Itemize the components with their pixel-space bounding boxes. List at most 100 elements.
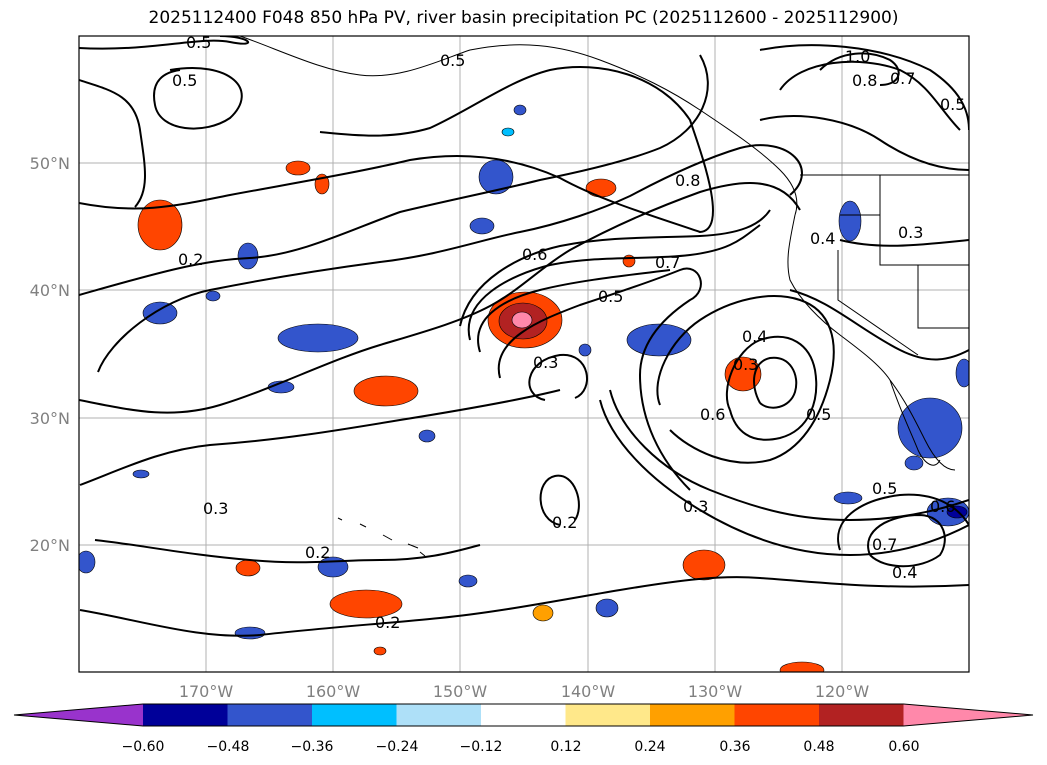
colorbar-tick-label: 0.12 (550, 739, 581, 755)
contour-line (94, 539, 481, 564)
contour-line (779, 60, 961, 131)
precip-blob (137, 199, 183, 251)
contour-labels: 0.5 0.5 0.5 1.0 0.8 0.7 0.5 0.2 0.8 0.6 … (172, 33, 965, 632)
pv-contours (79, 36, 969, 637)
colorbar-tick-label: 0.36 (719, 739, 750, 755)
precip-blob (532, 604, 554, 622)
precip-blob (132, 469, 150, 479)
colorbar-tick-label: −0.24 (376, 739, 419, 755)
colorbar-tick-label: 0.24 (634, 739, 665, 755)
precip-blob (622, 254, 636, 268)
precip-blob (353, 375, 419, 407)
border-states (837, 175, 969, 356)
precip-blob (469, 217, 495, 235)
precip-blob (585, 178, 617, 198)
colorbar-tick-label: −0.48 (207, 739, 250, 755)
contour-label: 0.3 (733, 355, 758, 374)
colorbar-segment (650, 704, 735, 726)
contour-label: 0.6 (522, 245, 547, 264)
contour-label: 0.3 (683, 497, 708, 516)
colorbar-segment (734, 704, 820, 726)
contour-label: 0.6 (700, 405, 725, 424)
precip-blob (458, 574, 478, 588)
contour-line (539, 474, 580, 526)
precip-blob (478, 159, 514, 195)
contour-line (759, 115, 969, 171)
coastline-alaska (239, 36, 798, 216)
contour-line (656, 295, 835, 464)
colorbar-tick-label: 0.48 (803, 739, 834, 755)
lat-tick-label: 50°N (30, 154, 70, 173)
precip-blob (277, 323, 359, 353)
map-title: 2025112400 F048 850 hPa PV, river basin … (148, 8, 899, 28)
precip-blob (285, 160, 311, 176)
precip-blob (595, 598, 619, 618)
precip-blob (838, 200, 862, 242)
contour-line (79, 36, 250, 50)
precip-blob (779, 661, 825, 672)
precip-blob (682, 549, 726, 581)
contour-line (789, 289, 969, 361)
contour-line (79, 389, 561, 486)
contour-line (79, 79, 146, 208)
contour-line (839, 239, 969, 247)
precip-blob (578, 343, 592, 357)
colorbar-tick-label: −0.60 (122, 739, 165, 755)
contour-label: 0.3 (898, 223, 923, 242)
contour-label: 0.2 (305, 543, 330, 562)
coastline-baja (889, 379, 941, 466)
precip-blob (511, 311, 533, 329)
contour-label: 0.8 (852, 71, 877, 90)
contour-line (497, 267, 702, 491)
colorbar-segment (565, 704, 651, 726)
contour-label: 0.7 (890, 69, 915, 88)
contour-line (819, 52, 900, 86)
lat-tick-label: 20°N (30, 536, 70, 555)
precip-blob (142, 301, 178, 325)
contour-line (759, 44, 969, 131)
precip-blob (955, 358, 969, 388)
contour-label: 0.3 (203, 499, 228, 518)
lat-tick-label: 30°N (30, 409, 70, 428)
colorbar-tick-label: −0.12 (460, 739, 503, 755)
contour-label: 0.3 (533, 353, 558, 372)
contour-label: 0.4 (810, 229, 835, 248)
hawaii-islands (337, 517, 426, 557)
contour-label: 0.2 (375, 613, 400, 632)
precip-blob (373, 646, 387, 656)
contour-line (79, 66, 714, 234)
lon-tick-label: 120°W (815, 682, 870, 701)
lon-tick-label: 150°W (433, 682, 488, 701)
contour-label: 1.0 (845, 47, 870, 66)
colorbar-tick-label: 0.60 (888, 739, 919, 755)
precip-blob (833, 491, 863, 505)
colorbar-segment (312, 704, 397, 726)
coastline-west-coast (787, 214, 956, 471)
contour-line (459, 209, 771, 327)
contour-line (867, 513, 946, 568)
contour-line (467, 224, 761, 341)
contour-line (153, 67, 243, 130)
contour-line (599, 399, 969, 557)
map-frame (78, 35, 970, 673)
colorbar-tick-label: −0.36 (291, 739, 334, 755)
coastlines (239, 36, 969, 557)
colorbar-segment (396, 704, 482, 726)
precip-blob (79, 550, 96, 574)
contour-line (79, 54, 709, 296)
precip-blob (237, 242, 259, 270)
contour-line (837, 493, 969, 551)
contour-label: 0.8 (675, 171, 700, 190)
precip-blob (513, 104, 527, 116)
contour-label: 0.2 (178, 250, 203, 269)
contour-line (79, 576, 969, 637)
latitude-ticks: 50°N 40°N 30°N 20°N (30, 154, 70, 555)
contour-label: 0.7 (655, 253, 680, 272)
precip-blob (205, 290, 221, 302)
contour-line (79, 182, 801, 414)
contour-label: 0.5 (186, 33, 211, 52)
colorbar-segment (143, 704, 228, 726)
contour-label: 0.4 (892, 563, 917, 582)
lat-tick-label: 40°N (30, 281, 70, 300)
